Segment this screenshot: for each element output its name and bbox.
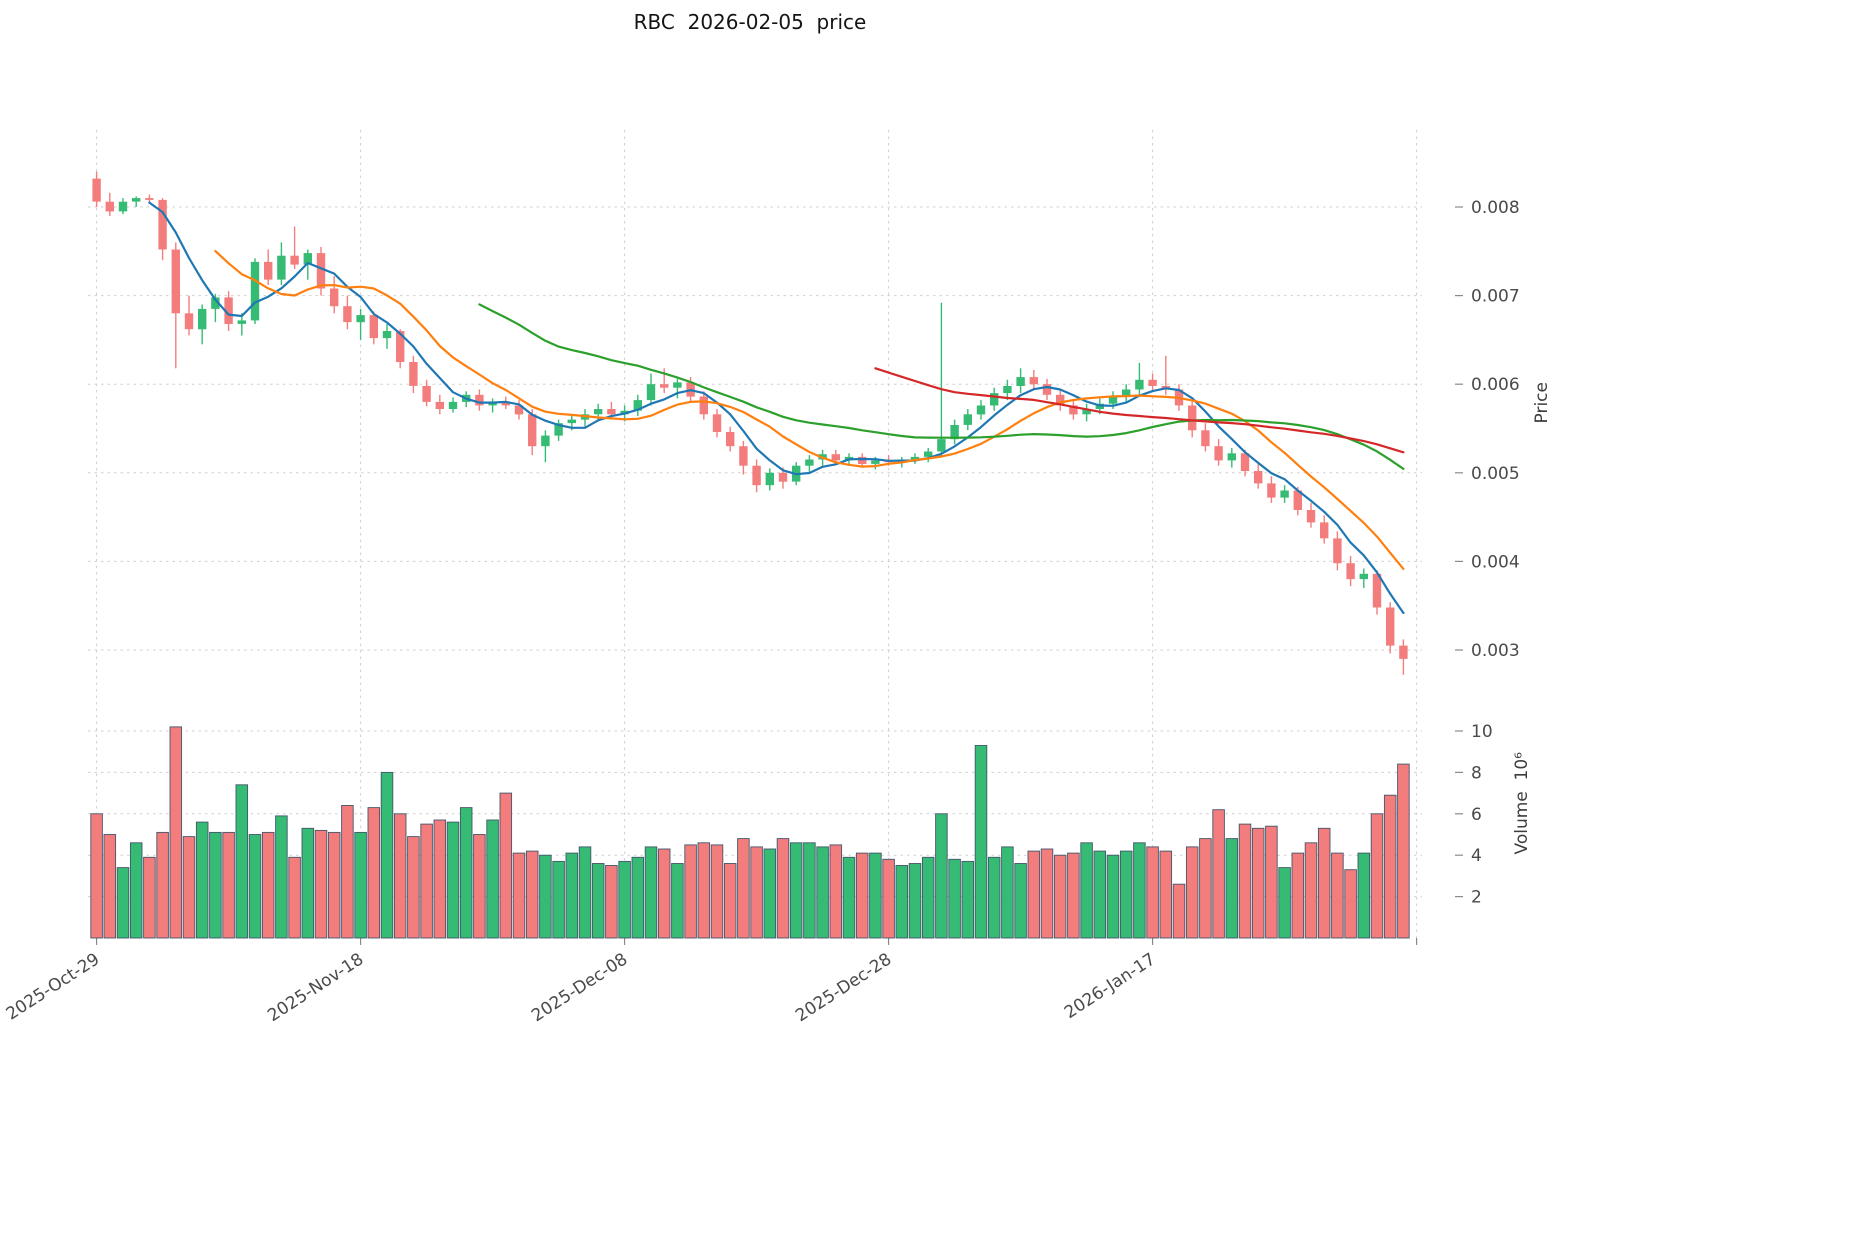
svg-text:2025-Oct-29: 2025-Oct-29 [3, 949, 104, 1024]
svg-text:4: 4 [1471, 846, 1482, 866]
svg-text:10: 10 [1471, 722, 1493, 742]
svg-text:6: 6 [1471, 805, 1482, 825]
svg-text:0.008: 0.008 [1471, 198, 1520, 218]
chart-title: RBC 2026-02-05 price [633, 10, 867, 34]
svg-text:2026-Jan-17: 2026-Jan-17 [1061, 949, 1159, 1023]
svg-text:2025-Dec-28: 2025-Dec-28 [792, 949, 895, 1026]
svg-text:2025-Dec-08: 2025-Dec-08 [528, 949, 631, 1026]
svg-text:2: 2 [1471, 888, 1482, 908]
svg-text:0.006: 0.006 [1471, 375, 1520, 395]
svg-text:0.005: 0.005 [1471, 464, 1520, 484]
svg-text:0.004: 0.004 [1471, 552, 1520, 572]
svg-text:8: 8 [1471, 763, 1482, 783]
svg-text:2025-Nov-18: 2025-Nov-18 [264, 949, 367, 1026]
svg-text:0.003: 0.003 [1471, 641, 1520, 661]
svg-text:0.007: 0.007 [1471, 287, 1520, 307]
